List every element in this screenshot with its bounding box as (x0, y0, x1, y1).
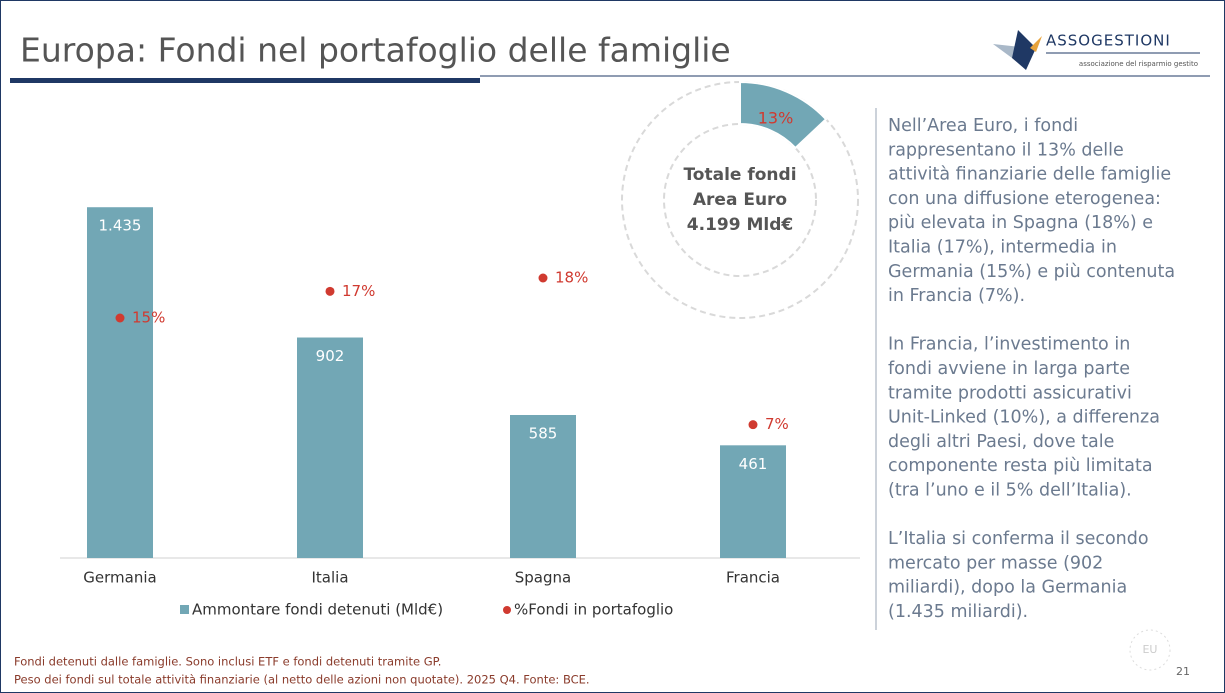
badge: EU (1142, 643, 1157, 656)
side-text-line: Unit-Linked (10%), a differenza (888, 408, 1160, 428)
side-text-line: fondi avviene in larga parte (888, 359, 1130, 379)
legend-label: Ammontare fondi detenuti (Mld€) (192, 601, 443, 619)
dot (115, 313, 125, 323)
side-text-line: in Francia (7%). (888, 286, 1025, 306)
badge-ring (1129, 629, 1171, 671)
bar-label: 902 (316, 347, 345, 365)
bar-label: 585 (529, 425, 558, 443)
dot-label: 18% (555, 269, 588, 287)
legend-marker (180, 605, 189, 614)
dot-label: 17% (342, 282, 375, 300)
donut-outline-inner (663, 123, 817, 277)
bar (510, 415, 576, 558)
bar-label: 1.435 (99, 217, 142, 235)
dot (748, 420, 758, 430)
dot (325, 286, 335, 296)
x-tick-label: Germania (83, 569, 156, 587)
side-text-line: tramite prodotti assicurativi (888, 383, 1132, 403)
legend-label: %Fondi in portafoglio (514, 601, 673, 619)
side-text-line: mercato per masse (902 (888, 553, 1103, 573)
side-text-line: (1.435 miliardi). (888, 602, 1028, 622)
donut-slice (739, 80, 828, 150)
dot (538, 273, 548, 283)
side-text-line: In Francia, l’investimento in (888, 335, 1130, 355)
logo-mark (993, 30, 1042, 70)
donut-center-text: Totale fondi (683, 165, 796, 185)
side-text-line: Italia (17%), intermedia in (888, 238, 1117, 258)
side-text-line: Nell’Area Euro, i fondi (888, 116, 1078, 136)
side-text-line: miliardi), dopo la Germania (888, 578, 1127, 598)
bar (87, 207, 153, 558)
bar (720, 445, 786, 558)
legend-marker (503, 606, 511, 614)
side-text-line: componente resta più limitata (888, 456, 1153, 476)
side-text-line: con una diffusione eterogenea: (888, 189, 1161, 209)
side-text-line: degli altri Paesi, dove tale (888, 432, 1114, 452)
bar-label: 461 (739, 455, 768, 473)
logo-subtitle: associazione del risparmio gestito (1079, 60, 1198, 68)
footnote: Fondi detenuti dalle famiglie. Sono incl… (14, 655, 441, 669)
side-text-line: attività finanziarie delle famiglie (888, 165, 1171, 185)
x-tick-label: Francia (726, 569, 780, 587)
footnote: Peso dei fondi sul totale attività finan… (14, 673, 590, 687)
donut-center-text: Area Euro (693, 190, 787, 210)
donut-center-text: 4.199 Mld€ (687, 215, 793, 235)
side-text-line: più elevata in Spagna (18%) e (888, 213, 1153, 233)
dot-label: 7% (765, 415, 789, 433)
side-text-line: Germania (15%) e più contenuta (888, 262, 1175, 282)
side-text-line: rappresentano il 13% delle (888, 140, 1124, 160)
side-text-line: L’Italia si conferma il secondo (888, 529, 1149, 549)
logo-text: ASSOGESTIONI (1046, 32, 1171, 50)
page-number: 21 (1176, 665, 1190, 678)
dot-label: 15% (132, 309, 165, 327)
slice-label: 13% (758, 108, 794, 127)
slide-title: Europa: Fondi nel portafoglio delle fami… (20, 31, 731, 70)
side-text-line: (tra l’uno e il 5% dell’Italia). (888, 481, 1132, 501)
title-rule (10, 78, 480, 83)
bar (297, 337, 363, 558)
x-tick-label: Italia (311, 569, 348, 587)
x-tick-label: Spagna (515, 569, 571, 587)
